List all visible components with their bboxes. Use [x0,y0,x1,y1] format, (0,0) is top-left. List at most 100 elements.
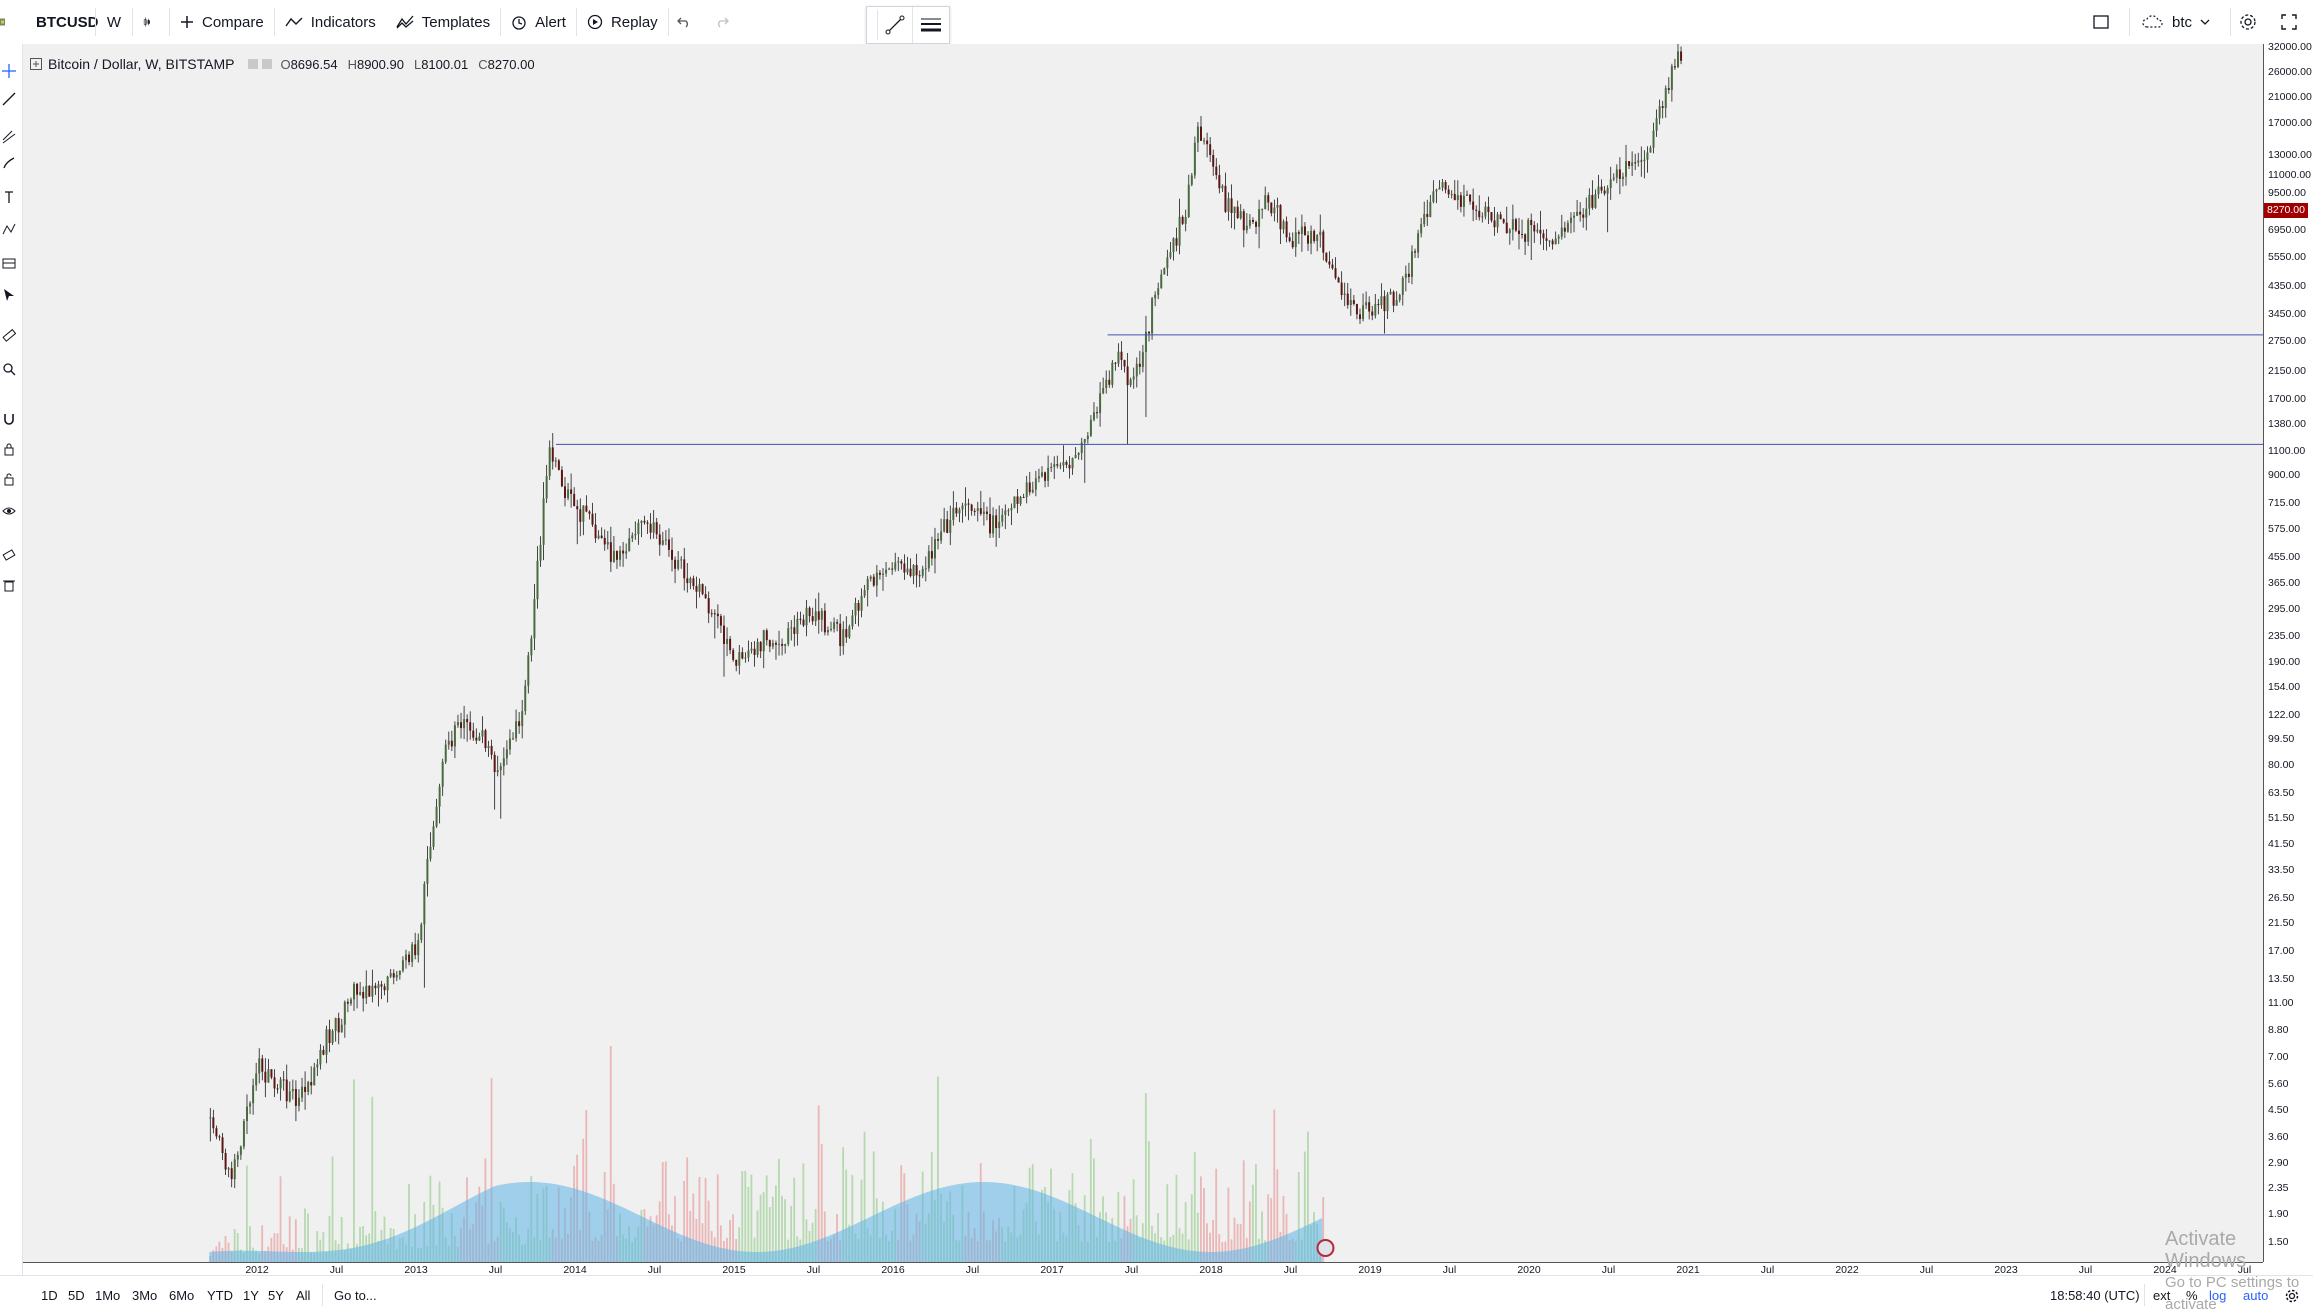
auto-scale-toggle[interactable]: auto [2243,1288,2269,1303]
volume-bar [279,1176,282,1262]
flag-icon[interactable] [1316,1239,1335,1257]
range-6mo[interactable]: 6Mo [169,1288,195,1303]
price-axis[interactable]: 32000.00 26000.00 21000.00 17000.00 13000.00… [2263,41,2313,1262]
range-1mo[interactable]: 1Mo [95,1288,121,1303]
candle-body [1658,106,1661,119]
volume-bar [288,1216,291,1262]
replay-button[interactable]: Replay [577,0,668,44]
line-tool-button[interactable] [878,7,912,43]
candle-body [1181,216,1184,224]
range-1y[interactable]: 1Y [243,1288,259,1303]
clock[interactable]: 18:58:40 (UTC) [2050,1288,2140,1303]
magnet-icon[interactable] [2,412,16,426]
replay-label: Replay [610,13,658,31]
candle-body [949,520,952,533]
candle-body [1294,232,1297,248]
price-tick-label: 51.50 [2268,812,2295,825]
candle-body [1276,205,1279,208]
eraser-icon[interactable] [2,548,16,562]
brush-icon[interactable] [2,156,16,170]
candle-body [1365,302,1368,306]
candle-body [1297,232,1300,234]
eye-icon[interactable] [248,59,259,69]
fullscreen-button[interactable] [2273,0,2313,44]
candle-body [1099,393,1102,414]
settings-icon[interactable] [262,59,273,69]
compare-button[interactable]: Compare [170,0,274,44]
range-ytd[interactable]: YTD [207,1288,233,1303]
candle-body [1077,453,1080,455]
lock-drawing-icon[interactable] [2,442,16,456]
cursor-icon[interactable] [2,288,16,302]
extended-hours-toggle[interactable]: ext [2153,1288,2171,1303]
candle-body [1420,224,1423,234]
candle-body [716,613,719,617]
ruler-icon[interactable] [2,328,16,342]
candle-body [1203,140,1206,142]
candle-body [1560,227,1563,237]
lock-icon[interactable] [2,472,16,486]
candle-body [952,507,955,521]
volume-bar [1233,1217,1236,1262]
candle-body [695,586,698,592]
drag-handle[interactable] [867,10,878,40]
candle-body [802,619,805,626]
candle-body [542,498,545,545]
candle-body [1331,264,1334,269]
pitchfork-icon[interactable] [2,130,16,144]
range-5d[interactable]: 5D [68,1288,85,1303]
layout-menu[interactable]: btc [2130,0,2230,44]
candle-body [1517,230,1520,234]
trash-icon[interactable] [2,578,16,592]
volume-bar [249,1226,251,1262]
redo-button[interactable] [707,0,745,44]
line-style-icon [921,18,941,32]
settings-button[interactable] [2231,0,2273,44]
expand-legend-icon[interactable] [30,58,42,70]
symbol-search[interactable]: BTCUSD [36,13,99,31]
time-axis[interactable]: 2012 Jul 2013 Jul 2014 Jul 2015 Jul 2016 Jul 2017 J… [23,1262,2263,1276]
volume-bar [319,1239,322,1262]
volume-bar [1199,1176,1202,1262]
templates-button[interactable]: Templates [386,0,500,44]
candle-body [420,924,423,941]
alert-button[interactable]: Alert [501,0,576,44]
pattern-icon[interactable] [2,222,16,236]
candle-body [1212,154,1215,167]
fullscreen-layout-button[interactable] [2081,0,2129,44]
volume-bar [1297,1172,1300,1262]
gear-icon[interactable] [2285,1289,2299,1303]
trend-line-icon[interactable] [2,92,16,106]
log-scale-toggle[interactable]: log [2209,1288,2227,1303]
indicators-button[interactable]: Indicators [275,0,386,44]
layout-name: btc [2171,13,2192,31]
chart-type-button[interactable] [133,0,169,44]
candle-body [1377,303,1380,306]
chart-pane[interactable] [23,44,2263,1262]
volume-bar [362,1226,364,1262]
range-all[interactable]: All [296,1288,311,1303]
candle-body [1221,185,1224,189]
candle-body [894,562,897,570]
volume-bar [683,1180,686,1262]
range-5y[interactable]: 5Y [268,1288,284,1303]
low-value: L8100.01 [413,56,469,72]
volume-bar [1227,1187,1230,1262]
prediction-icon[interactable] [2,256,16,270]
crosshair-icon[interactable] [2,64,16,78]
candle-body [1640,160,1643,162]
goto-button[interactable]: Go to... [334,1288,377,1303]
undo-button[interactable] [669,0,707,44]
candle-body [242,1121,245,1147]
percent-scale-toggle[interactable]: % [2186,1288,2198,1303]
line-style-button[interactable] [912,7,949,43]
price-chart[interactable] [23,44,2263,1262]
candle-body [1673,66,1676,68]
eye-icon[interactable] [2,504,16,518]
interval-button[interactable]: W [106,13,122,31]
range-3mo[interactable]: 3Mo [132,1288,158,1303]
candle-body [845,629,848,638]
range-1d[interactable]: 1D [41,1288,58,1303]
text-icon[interactable] [2,190,16,204]
zoom-icon[interactable] [2,362,16,376]
